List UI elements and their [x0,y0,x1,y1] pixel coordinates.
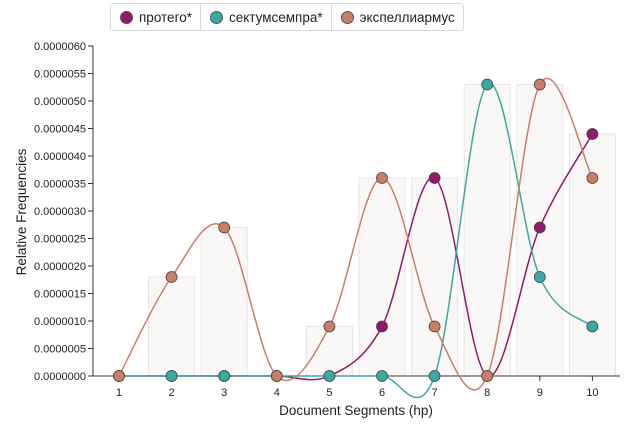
legend-label: экспеллиармус [359,9,455,25]
legend-swatch [340,10,354,24]
y-tick-label: 0.0000010 [34,316,86,328]
data-point[interactable] [376,370,388,382]
segment-bar [411,177,459,377]
data-point[interactable] [218,370,231,382]
y-tick-label: 0.0000050 [34,96,86,108]
y-tick-label: 0.0000000 [34,371,86,383]
data-point[interactable] [323,320,336,333]
y-tick-label: 0.0000015 [34,289,86,301]
data-point[interactable] [533,271,546,283]
y-tick-label: 0.0000045 [34,124,86,136]
data-point[interactable] [218,221,231,234]
y-tick-label: 0.0000005 [34,344,86,356]
data-point[interactable] [376,172,388,184]
data-point[interactable] [428,320,441,333]
y-tick-label: 0.0000060 [34,41,86,53]
data-point[interactable] [376,320,388,333]
legend-item[interactable]: экспеллиармус [332,4,463,30]
x-tick-label: 5 [326,387,332,399]
points-layer [113,78,599,382]
legend-item[interactable]: сектумсемпра* [201,4,332,30]
legend-swatch [120,10,133,24]
y-axis-title: Relative Frequencies [14,148,29,275]
legend-item[interactable]: протего* [111,4,201,30]
y-tick-label: 0.0000035 [34,179,86,191]
x-axis-title: Document Segments (hp) [279,403,433,418]
data-point[interactable] [586,128,599,140]
legend-label: сектумсемпра* [228,9,323,25]
x-tick-label: 8 [484,387,490,399]
data-point[interactable] [428,172,441,184]
segment-bar [148,276,196,377]
x-tick-label: 10 [586,387,598,399]
data-point[interactable] [586,172,599,184]
axes-layer: 0.0000000 0.0000005 0.0000010 0.0000015 0.00… [34,41,620,399]
x-tick-label: 9 [537,387,543,399]
x-tick-label: 6 [379,387,385,399]
x-tick-label: 7 [432,387,438,399]
data-point[interactable] [113,370,125,382]
legend-label: протего* [139,9,192,25]
y-tick-label: 0.0000030 [34,206,86,218]
data-point[interactable] [323,370,336,382]
data-point[interactable] [533,221,546,234]
data-point[interactable] [533,78,546,91]
y-tick-label: 0.0000025 [34,234,86,246]
x-tick-label: 3 [221,387,227,399]
data-point[interactable] [481,78,494,91]
segment-bar [305,326,353,377]
x-tick-label: 2 [169,387,175,399]
chart-legend: протего* сектумсемпра* экспеллиармус [110,3,464,31]
data-point[interactable] [481,370,494,382]
legend-swatch [209,10,223,24]
y-tick-label: 0.0000020 [34,261,86,273]
y-tick-label: 0.0000040 [34,151,86,163]
segment-bar [568,133,616,377]
segment-bar [200,227,248,377]
data-point[interactable] [165,271,178,283]
data-point[interactable] [165,370,178,382]
x-tick-label: 1 [116,387,122,399]
data-point[interactable] [586,320,599,333]
x-tick-label: 4 [274,387,280,399]
data-point[interactable] [428,370,441,382]
data-point[interactable] [270,370,283,382]
y-tick-label: 0.0000055 [34,69,86,81]
